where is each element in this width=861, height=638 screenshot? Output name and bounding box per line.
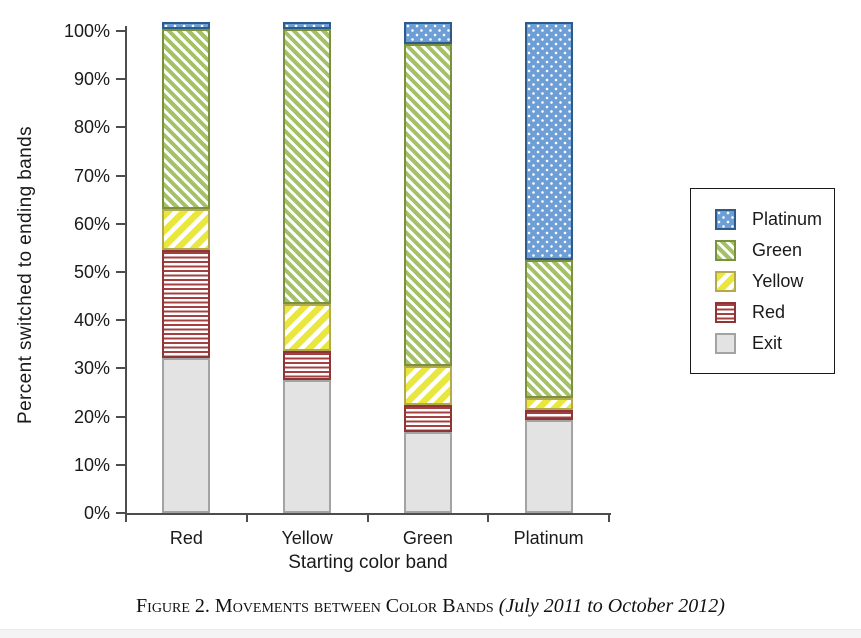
x-axis-line xyxy=(125,513,611,515)
bar-red-segment-red xyxy=(162,250,211,359)
bar-green xyxy=(403,22,452,513)
bar-red-segment-exit xyxy=(162,358,211,513)
y-tick-mark xyxy=(116,174,125,177)
category-label-yellow: Yellow xyxy=(281,528,333,548)
y-tick-mark xyxy=(116,30,125,32)
bar-platinum-segment-yellow xyxy=(524,397,573,410)
legend-swatch-red xyxy=(715,302,736,323)
category-label-red: Red xyxy=(169,528,203,548)
x-tick-mark xyxy=(487,515,490,522)
legend-item-red: Red xyxy=(691,299,834,330)
y-tick-label: 70% xyxy=(73,165,110,186)
legend-swatch-green xyxy=(715,240,736,261)
y-tick-mark xyxy=(116,415,125,418)
legend-item-yellow: Yellow xyxy=(691,268,834,299)
category-label-platinum: Platinum xyxy=(513,528,584,548)
y-axis-line xyxy=(125,26,127,513)
legend-label: Green xyxy=(752,240,803,260)
bar-red xyxy=(162,22,211,513)
y-tick-mark xyxy=(116,271,125,273)
bar-yellow-segment-exit xyxy=(283,380,332,513)
bar-green-segment-green xyxy=(403,44,452,366)
legend-item-exit: Exit xyxy=(691,330,834,361)
y-tick-mark xyxy=(116,367,125,370)
y-tick-label: 50% xyxy=(73,262,110,282)
bar-red-segment-yellow xyxy=(162,208,211,251)
page-bottom-strip xyxy=(0,629,861,638)
bar-yellow-segment-platinum xyxy=(283,22,332,30)
legend-swatch-exit xyxy=(715,333,736,354)
x-tick-mark xyxy=(366,515,369,522)
bar-red-segment-platinum xyxy=(162,22,211,30)
bar-yellow-segment-red xyxy=(283,350,332,381)
y-tick-label: 100% xyxy=(63,21,110,41)
x-tick-mark xyxy=(245,515,248,522)
x-axis-title: Starting color band xyxy=(288,552,448,573)
y-axis-title: Percent switched to ending bands xyxy=(15,126,36,424)
bar-platinum-segment-exit xyxy=(524,419,573,513)
legend-swatch-platinum xyxy=(715,209,736,230)
y-tick-label: 0% xyxy=(83,503,110,523)
y-tick-mark xyxy=(116,222,125,225)
legend-item-green: Green xyxy=(691,237,834,268)
figure-caption-label: Figure 2. Movements between Color Bands xyxy=(136,595,494,617)
y-tick-label: 20% xyxy=(73,406,110,427)
bar-green-segment-red xyxy=(403,405,452,432)
y-tick-label: 40% xyxy=(73,310,110,331)
y-tick-mark xyxy=(116,78,125,81)
bar-green-segment-exit xyxy=(403,432,452,513)
legend-label: Exit xyxy=(752,333,783,353)
bar-platinum-segment-platinum xyxy=(524,22,573,261)
y-tick-label: 60% xyxy=(73,213,110,234)
bar-platinum xyxy=(524,22,573,513)
legend-swatch-yellow xyxy=(715,271,736,292)
legend-label: Yellow xyxy=(752,271,804,291)
bar-red-segment-green xyxy=(162,29,211,209)
bar-yellow-segment-green xyxy=(283,29,332,305)
bar-yellow xyxy=(283,22,332,513)
bar-platinum-segment-green xyxy=(524,260,573,398)
bar-green-segment-platinum xyxy=(403,22,452,45)
y-tick-label: 80% xyxy=(73,117,110,138)
legend-label: Red xyxy=(752,302,786,322)
figure-caption: Figure 2. Movements between Color Bands … xyxy=(0,595,861,618)
y-tick-mark xyxy=(116,319,125,322)
bar-green-segment-yellow xyxy=(403,365,452,405)
category-label-green: Green xyxy=(402,528,453,548)
bar-yellow-segment-yellow xyxy=(283,304,332,351)
y-tick-label: 30% xyxy=(73,358,110,379)
y-tick-mark xyxy=(116,463,125,466)
legend-label: Platinum xyxy=(752,209,823,229)
bar-platinum-segment-red xyxy=(524,409,573,420)
x-tick-mark xyxy=(125,515,127,522)
y-tick-mark xyxy=(116,512,125,514)
y-tick-mark xyxy=(116,126,125,129)
y-tick-label: 90% xyxy=(73,69,110,90)
chart-legend: Platinum Green Yellow Red Exit xyxy=(690,188,835,374)
legend-item-platinum: Platinum xyxy=(691,206,834,237)
figure-caption-date-range: (July 2011 to October 2012) xyxy=(498,595,725,617)
y-tick-label: 10% xyxy=(73,454,110,475)
x-tick-mark xyxy=(608,515,610,522)
